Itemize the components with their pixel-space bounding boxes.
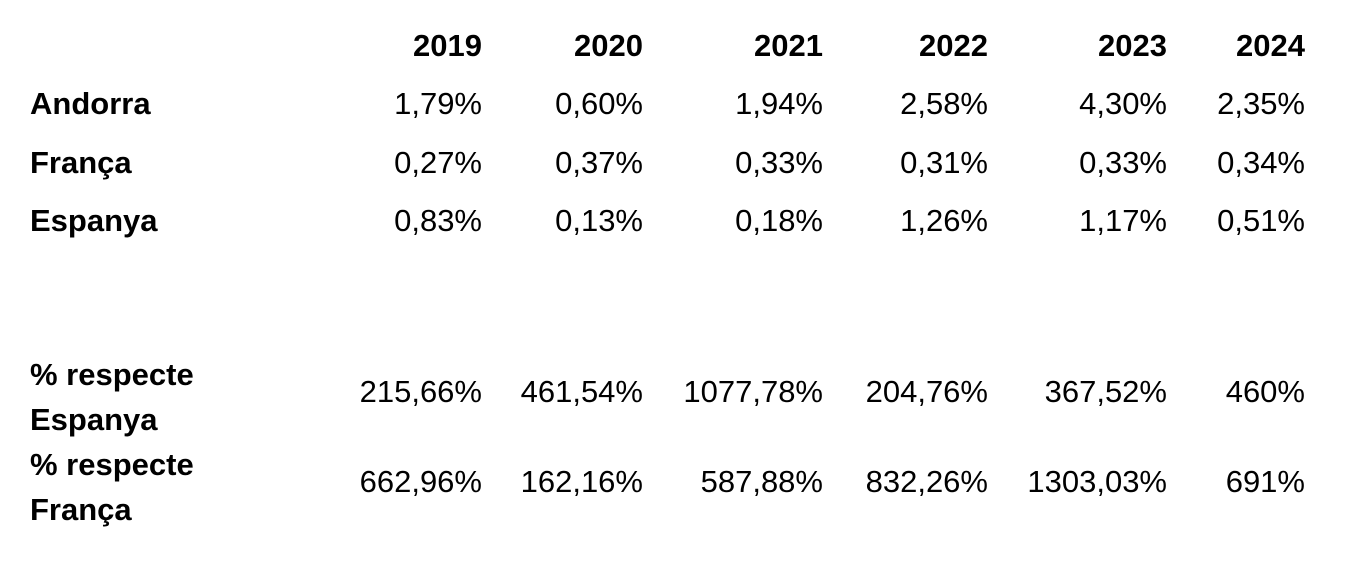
ratio-cell: 691% — [1225, 464, 1305, 499]
table-cell: 0,13% — [555, 203, 643, 238]
ratio-row-label-line1: % respecte — [30, 357, 194, 392]
column-header-year: 2021 — [754, 28, 823, 63]
ratio-row-label-line2: Espanya — [30, 402, 158, 437]
ratio-cell: 662,96% — [359, 464, 482, 499]
row-label: Espanya — [30, 203, 158, 238]
table-cell: 1,17% — [1079, 203, 1167, 238]
table-cell: 0,33% — [1079, 145, 1167, 180]
column-header-year: 2024 — [1236, 28, 1305, 63]
table-cell: 1,26% — [900, 203, 988, 238]
ratio-row-label-line1: % respecte — [30, 447, 194, 482]
ratio-row-label: % respecte França — [30, 442, 194, 532]
table-cell: 0,60% — [555, 86, 643, 121]
table-cell: 0,27% — [394, 145, 482, 180]
table-cell: 0,34% — [1217, 145, 1305, 180]
ratio-row-label: % respecte Espanya — [30, 352, 194, 442]
ratio-cell: 162,16% — [520, 464, 643, 499]
table-cell: 0,37% — [555, 145, 643, 180]
ratio-cell: 461,54% — [520, 374, 643, 409]
ratio-cell: 1303,03% — [1027, 464, 1167, 499]
ratio-row-label-line2: França — [30, 492, 132, 527]
ratio-cell: 460% — [1225, 374, 1305, 409]
table-cell: 0,51% — [1217, 203, 1305, 238]
row-label: França — [30, 145, 132, 180]
column-header-year: 2022 — [919, 28, 988, 63]
ratio-cell: 215,66% — [359, 374, 482, 409]
table-cell: 0,31% — [900, 145, 988, 180]
table-cell: 2,35% — [1217, 86, 1305, 121]
ratio-cell: 587,88% — [700, 464, 823, 499]
table-cell: 0,18% — [735, 203, 823, 238]
column-header-year: 2020 — [574, 28, 643, 63]
ratio-cell: 1077,78% — [683, 374, 823, 409]
table-cell: 2,58% — [900, 86, 988, 121]
table-cell: 0,83% — [394, 203, 482, 238]
column-header-year: 2023 — [1098, 28, 1167, 63]
column-header-year: 2019 — [413, 28, 482, 63]
table-cell: 4,30% — [1079, 86, 1167, 121]
row-label: Andorra — [30, 86, 151, 121]
ratio-cell: 832,26% — [865, 464, 988, 499]
table-cell: 1,94% — [735, 86, 823, 121]
ratio-cell: 204,76% — [865, 374, 988, 409]
table-cell: 0,33% — [735, 145, 823, 180]
table-cell: 1,79% — [394, 86, 482, 121]
ratio-cell: 367,52% — [1044, 374, 1167, 409]
